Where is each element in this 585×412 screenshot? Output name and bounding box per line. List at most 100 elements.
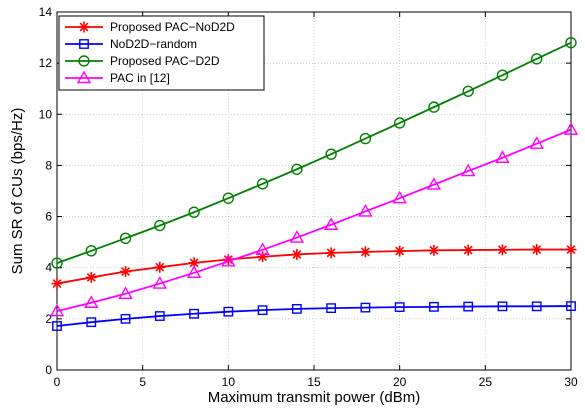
data-point-triangle <box>186 265 202 279</box>
data-point-square <box>497 301 508 312</box>
data-point-triangle <box>563 122 579 135</box>
data-point-triangle <box>84 295 99 308</box>
data-point-circle <box>565 36 577 49</box>
data-point-circle <box>256 178 269 190</box>
legend-marker <box>78 55 90 67</box>
data-point-triangle <box>49 303 65 317</box>
x-tick-label: 10 <box>222 375 236 389</box>
legend-item: Proposed PAC−NoD2D <box>65 20 235 34</box>
data-point-circle <box>85 245 97 257</box>
legend-marker <box>76 70 92 84</box>
data-point-asterisk <box>257 251 269 263</box>
data-point-asterisk <box>565 244 577 256</box>
data-point-triangle <box>358 204 373 217</box>
legend-marker <box>78 21 90 33</box>
x-tick-label: 5 <box>139 375 146 389</box>
data-point-square <box>429 301 439 312</box>
y-tick-label: 2 <box>45 312 52 326</box>
data-point-square <box>326 303 337 314</box>
y-tick-label: 4 <box>45 261 52 275</box>
series-group <box>49 36 579 331</box>
data-point-asterisk <box>496 244 508 256</box>
data-point-triangle <box>255 242 270 256</box>
y-tick-label: 10 <box>39 107 53 121</box>
data-point-circle <box>359 132 372 145</box>
data-point-asterisk <box>428 244 440 256</box>
data-point-triangle <box>221 253 236 267</box>
data-point-circle <box>325 148 337 160</box>
data-point-square <box>257 305 268 316</box>
x-tick-label: 30 <box>564 375 578 389</box>
data-point-asterisk <box>291 248 303 260</box>
data-point-circle <box>51 257 63 269</box>
series-triangle <box>49 122 579 317</box>
y-tick-label: 14 <box>39 5 53 19</box>
data-point-asterisk <box>394 245 406 257</box>
data-point-square <box>531 301 542 312</box>
data-point-triangle <box>460 163 476 177</box>
data-point-asterisk <box>325 247 337 259</box>
data-point-circle <box>119 232 132 245</box>
y-tick-label: 0 <box>45 363 52 377</box>
data-point-circle <box>291 163 303 175</box>
series-square <box>52 301 576 331</box>
x-tick-label: 25 <box>479 375 493 389</box>
data-point-circle <box>393 117 406 129</box>
data-point-triangle <box>426 177 442 190</box>
data-point-asterisk <box>85 271 97 283</box>
legend-item: PAC in [12] <box>65 70 170 85</box>
data-point-circle <box>462 85 474 97</box>
data-point-circle <box>154 219 166 232</box>
y-tick-label: 6 <box>45 210 52 224</box>
y-tick-label: 8 <box>45 158 52 172</box>
data-point-triangle <box>118 286 133 299</box>
legend-label: Proposed PAC−NoD2D <box>110 20 235 34</box>
legend-label: NoD2D−random <box>110 37 197 51</box>
data-point-square <box>360 302 371 313</box>
data-point-circle <box>428 101 440 113</box>
data-point-square <box>120 313 131 324</box>
data-point-asterisk <box>154 261 166 273</box>
y-axis-label: Sum SR of CUs (bps/Hz) <box>9 108 26 275</box>
x-axis-label: Maximum transmit power (dBm) <box>208 389 421 406</box>
data-point-asterisk <box>51 278 63 290</box>
legend-label: Proposed PAC−D2D <box>110 54 220 68</box>
legend-item: Proposed PAC−D2D <box>65 54 220 68</box>
data-point-triangle <box>323 217 339 230</box>
legend-item: NoD2D−random <box>65 37 197 51</box>
data-point-square <box>189 308 199 319</box>
data-point-square <box>291 303 302 314</box>
x-tick-label: 15 <box>307 375 321 389</box>
legend-marker <box>79 39 89 49</box>
data-point-asterisk <box>462 244 474 256</box>
data-point-square <box>463 301 474 312</box>
x-tick-label: 0 <box>54 375 61 389</box>
data-point-triangle <box>529 136 544 149</box>
legend: Proposed PAC−NoD2D NoD2D−random Proposed P… <box>58 15 265 91</box>
series-circle <box>51 36 577 269</box>
data-point-triangle <box>152 276 168 289</box>
data-point-circle <box>531 53 543 65</box>
data-point-square <box>394 302 405 312</box>
data-point-square <box>223 306 234 317</box>
series-line-square <box>56 305 572 327</box>
series-line-asterisk <box>56 248 571 285</box>
data-point-square <box>86 317 97 328</box>
data-point-circle <box>222 192 235 204</box>
data-point-circle <box>188 206 200 218</box>
series-asterisk <box>51 244 577 290</box>
data-point-triangle <box>495 150 510 163</box>
data-point-asterisk <box>531 244 543 256</box>
data-point-asterisk <box>120 266 132 278</box>
data-point-square <box>52 321 62 331</box>
y-tick-label: 12 <box>39 56 53 70</box>
series-line-circle <box>56 41 572 264</box>
series-line-triangle <box>56 128 572 313</box>
data-point-circle <box>496 69 509 81</box>
data-point-square <box>154 311 165 321</box>
legend-label: PAC in [12] <box>110 71 170 85</box>
data-point-asterisk <box>359 246 371 258</box>
data-point-square <box>566 301 576 311</box>
data-point-triangle <box>289 230 305 243</box>
